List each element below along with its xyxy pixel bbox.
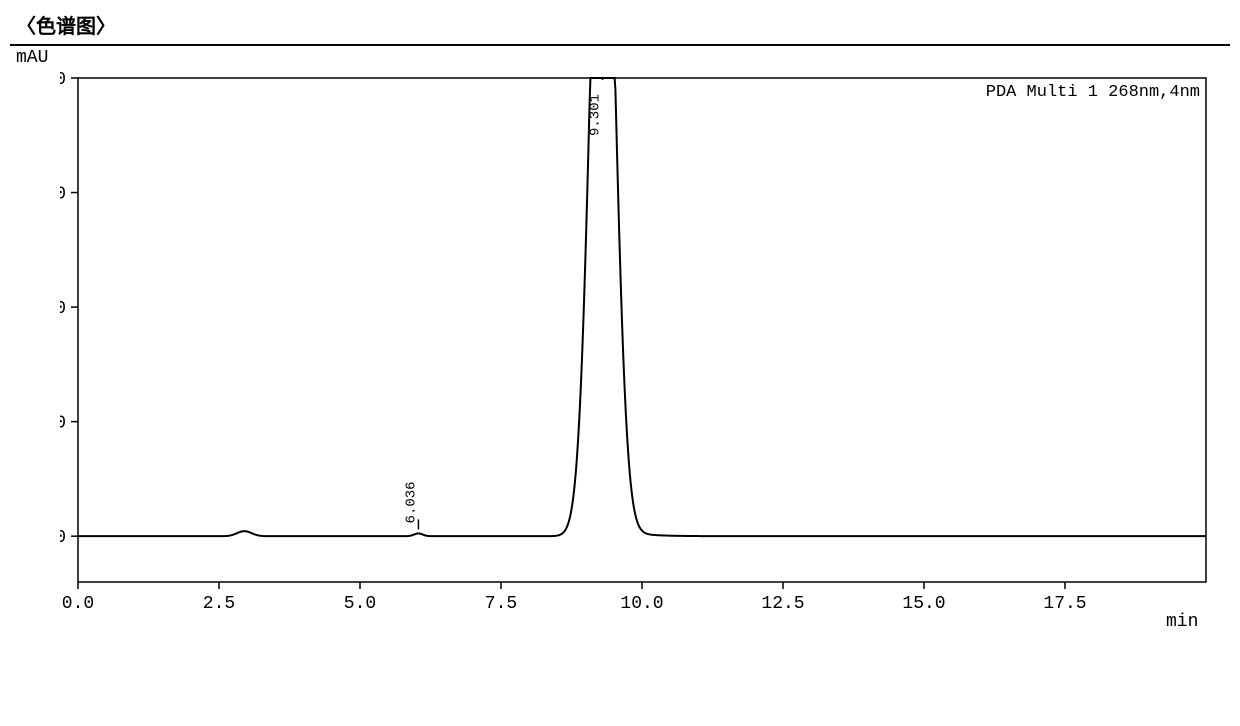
svg-text:12.5: 12.5 [761, 594, 804, 614]
svg-text:6.036: 6.036 [403, 481, 419, 523]
chromatogram-container: 〈色谱图〉 mAU 0 50 100 150 200 0.0 2.5 5.0 7.5 10.0 12… [10, 10, 1230, 716]
chart-title: 〈色谱图〉 [16, 10, 1230, 40]
svg-text:10.0: 10.0 [620, 594, 663, 614]
x-axis-unit: min [1166, 612, 1198, 632]
svg-text:2.5: 2.5 [203, 594, 235, 614]
chromatogram-svg: 0 50 100 150 200 0.0 2.5 5.0 7.5 10.0 12.5 15.0 17.5… [60, 72, 1210, 642]
svg-text:7.5: 7.5 [485, 594, 517, 614]
svg-text:150: 150 [60, 185, 66, 205]
svg-text:200: 200 [60, 72, 66, 90]
svg-text:100: 100 [60, 299, 66, 319]
svg-text:15.0: 15.0 [902, 594, 945, 614]
svg-text:0: 0 [60, 528, 66, 548]
plot-area: 0 50 100 150 200 0.0 2.5 5.0 7.5 10.0 12.5 15.0 17.5… [60, 72, 1230, 642]
svg-text:17.5: 17.5 [1043, 594, 1086, 614]
svg-text:9.301: 9.301 [588, 94, 604, 136]
title-rule [10, 44, 1230, 46]
svg-text:50: 50 [60, 414, 66, 434]
svg-text:PDA Multi 1 268nm,4nm: PDA Multi 1 268nm,4nm [986, 83, 1200, 102]
svg-text:5.0: 5.0 [344, 594, 376, 614]
y-axis-unit: mAU [16, 48, 1230, 68]
svg-text:0.0: 0.0 [62, 594, 94, 614]
